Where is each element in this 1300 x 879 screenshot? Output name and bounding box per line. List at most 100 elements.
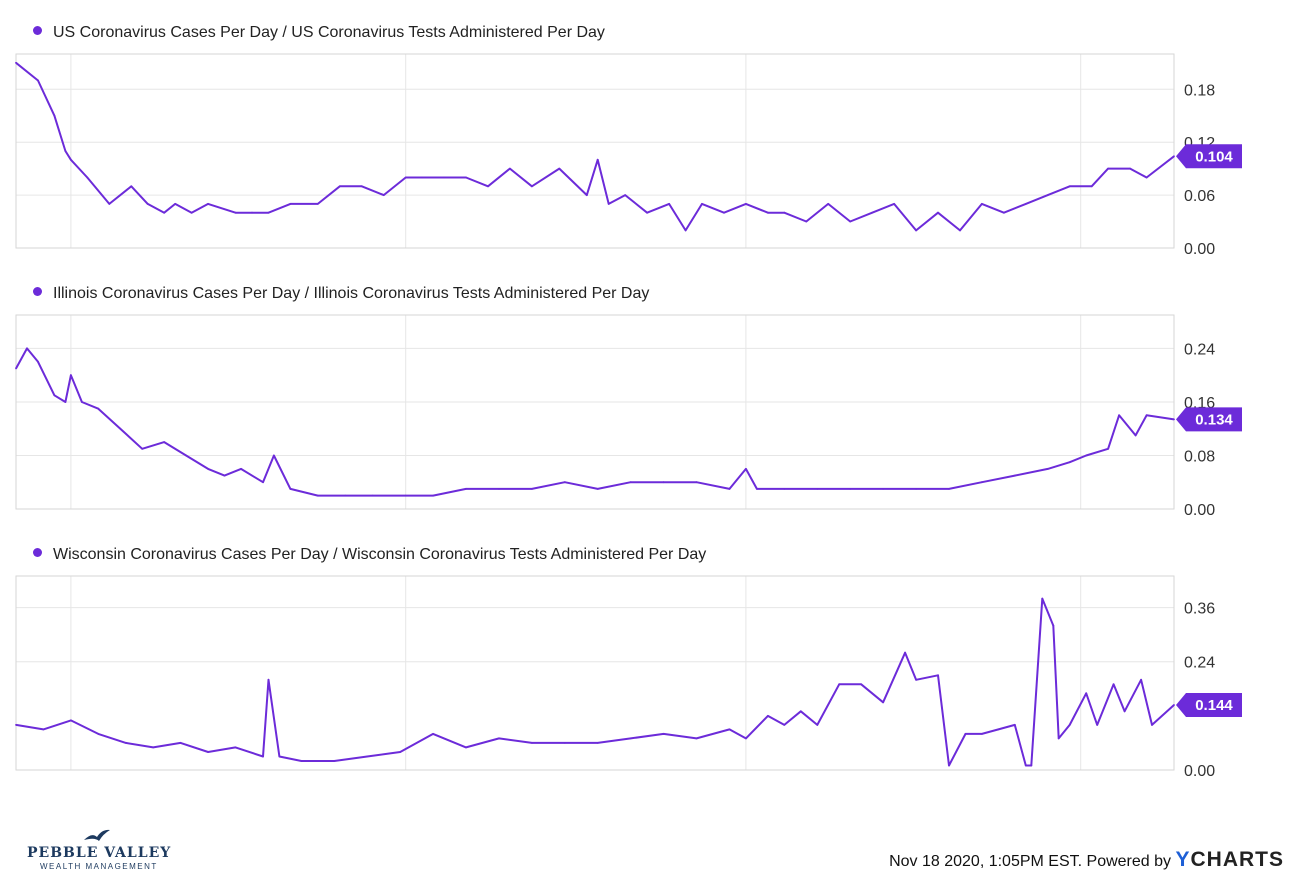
- data-point: [251, 211, 253, 214]
- data-point: [767, 715, 769, 717]
- data-point: [498, 488, 500, 490]
- data-point: [371, 494, 374, 497]
- data-point: [382, 194, 385, 197]
- footer-attribution: Nov 18 2020, 1:05PM EST. Powered by YCHA…: [889, 848, 1284, 872]
- data-point: [745, 737, 747, 740]
- data-point: [882, 488, 884, 490]
- series-line: [15, 597, 1175, 767]
- data-point: [915, 488, 917, 490]
- plot-frame: [15, 575, 1175, 771]
- data-point: [756, 488, 758, 490]
- data-point: [1024, 764, 1027, 767]
- data-point: [174, 203, 177, 205]
- data-point: [163, 441, 166, 443]
- data-point: [668, 203, 670, 205]
- data-point: [937, 674, 939, 677]
- data-point: [1068, 185, 1071, 188]
- data-point: [624, 194, 627, 197]
- data-point: [1151, 724, 1153, 726]
- last-value-label: 0.134: [1195, 411, 1233, 428]
- data-point: [816, 724, 819, 726]
- data-point: [64, 150, 67, 152]
- chart-svg: 0.360.240.00May '20Jul '20Sep '20Nov '20…: [15, 575, 1242, 780]
- last-value-badge: [1176, 144, 1242, 169]
- data-point: [163, 211, 166, 214]
- data-point: [509, 167, 511, 170]
- data-point: [904, 651, 906, 654]
- data-point: [937, 211, 939, 214]
- data-point: [805, 220, 808, 223]
- y-tick-label: 0.08: [1184, 449, 1215, 466]
- logo-subtitle: WEALTH MANAGEMENT: [40, 862, 158, 871]
- data-point: [1140, 678, 1142, 681]
- data-point: [338, 185, 341, 188]
- legend-dot-icon: [33, 548, 42, 557]
- data-point: [234, 746, 237, 749]
- data-point: [1013, 724, 1016, 726]
- data-point: [1052, 624, 1055, 627]
- y-tick-label: 0.36: [1184, 601, 1215, 618]
- ycharts-logo[interactable]: YCHARTS: [1175, 848, 1284, 871]
- powered-by-label: Powered by: [1086, 853, 1172, 870]
- data-point: [1107, 447, 1109, 450]
- data-point: [124, 742, 127, 744]
- data-point: [53, 394, 56, 397]
- data-point: [26, 347, 28, 350]
- last-value-label: 0.104: [1195, 148, 1233, 165]
- data-point: [827, 203, 830, 205]
- data-point: [1057, 737, 1060, 740]
- data-point: [465, 746, 467, 749]
- last-value-badge: [1176, 693, 1242, 718]
- data-point: [563, 481, 566, 484]
- data-point: [432, 733, 434, 735]
- timestamp: Nov 18 2020, 1:05PM EST.: [889, 853, 1083, 870]
- data-point: [948, 488, 950, 490]
- data-point: [871, 211, 874, 214]
- data-point: [53, 114, 56, 117]
- legend-wisconsin: Wisconsin Coronavirus Cases Per Day / Wi…: [33, 546, 706, 564]
- data-point: [15, 367, 17, 370]
- data-point: [465, 176, 467, 179]
- series-line: [15, 62, 1175, 232]
- data-point: [1145, 414, 1148, 417]
- y-tick-label: 0.00: [1184, 502, 1215, 519]
- data-point: [108, 203, 111, 205]
- y-tick-label: 0.00: [1184, 241, 1215, 258]
- bird-icon: [84, 829, 110, 841]
- data-point: [1068, 724, 1071, 726]
- data-point: [783, 724, 786, 726]
- data-point: [207, 203, 210, 205]
- data-point: [42, 728, 45, 731]
- data-point: [1003, 211, 1005, 214]
- data-point: [1013, 474, 1016, 477]
- data-point: [959, 229, 961, 232]
- plot-frame: [15, 53, 1175, 249]
- last-value-badge: [1176, 407, 1242, 432]
- data-point: [207, 468, 210, 470]
- data-point: [15, 724, 17, 726]
- data-point: [948, 764, 950, 767]
- data-point: [596, 742, 599, 744]
- chart-svg: 0.240.160.080.00May '20Jul '20Sep '20Nov…: [15, 314, 1242, 519]
- data-point: [37, 79, 39, 82]
- data-point: [915, 678, 917, 681]
- data-point: [179, 742, 182, 744]
- data-point: [860, 683, 863, 686]
- y-tick-label: 0.24: [1184, 341, 1215, 358]
- data-point: [1173, 418, 1175, 421]
- data-point: [838, 683, 841, 686]
- data-point: [289, 203, 292, 205]
- data-point: [97, 407, 100, 410]
- chart-panel-illinois: Illinois Coronavirus Cases Per Day / Ill…: [0, 261, 1300, 521]
- data-point: [86, 176, 89, 179]
- data-point: [1085, 692, 1088, 695]
- data-point: [421, 176, 423, 179]
- data-point: [629, 481, 632, 484]
- data-point: [267, 211, 270, 214]
- data-point: [366, 755, 369, 758]
- data-point: [64, 401, 67, 403]
- data-point: [1041, 597, 1044, 600]
- data-point: [1112, 683, 1115, 686]
- data-point: [1118, 414, 1120, 417]
- data-point: [70, 158, 72, 161]
